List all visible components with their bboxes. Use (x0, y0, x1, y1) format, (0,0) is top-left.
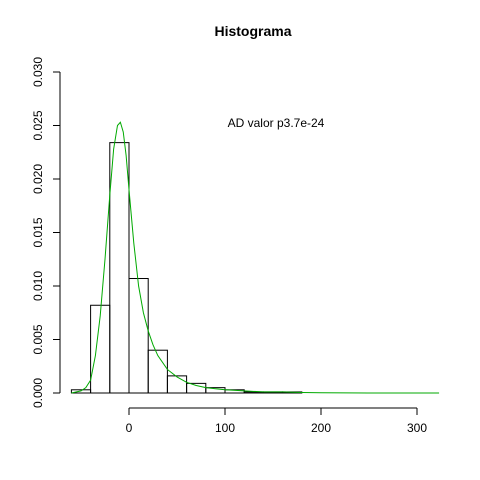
x-tick-label-2: 200 (311, 421, 331, 435)
histogram-bar-8 (224, 389, 245, 394)
x-axis-ticks: 0 100 200 300 (126, 408, 427, 435)
density-curve-group (71, 121, 440, 394)
y-axis-ticks: 0.000 0.005 0.010 0.015 0.020 0.025 0.030 (31, 57, 60, 408)
density-curve-line (71, 121, 440, 394)
histogram-bar-2 (109, 142, 130, 394)
histogram-bar-3 (128, 278, 149, 394)
histogram-bars (70, 142, 303, 394)
y-tick-label-1: 0.005 (31, 324, 45, 354)
y-tick-label-6: 0.030 (31, 57, 45, 87)
y-tick-label-5: 0.025 (31, 110, 45, 140)
histogram-bar-6 (186, 382, 207, 394)
x-tick-label-0: 0 (126, 421, 133, 435)
x-tick-label-3: 300 (407, 421, 427, 435)
histogram-bar-4 (147, 349, 168, 394)
y-tick-label-4: 0.020 (31, 164, 45, 194)
y-tick-label-2: 0.010 (31, 271, 45, 301)
x-tick-label-1: 100 (215, 421, 235, 435)
y-tick-label-0: 0.000 (31, 378, 45, 408)
y-tick-label-3: 0.015 (31, 217, 45, 247)
histogram-bar-5 (166, 375, 188, 394)
ad-p-value-annotation: AD valor p3.7e-24 (228, 116, 325, 130)
chart-title: Histograma (214, 23, 291, 39)
